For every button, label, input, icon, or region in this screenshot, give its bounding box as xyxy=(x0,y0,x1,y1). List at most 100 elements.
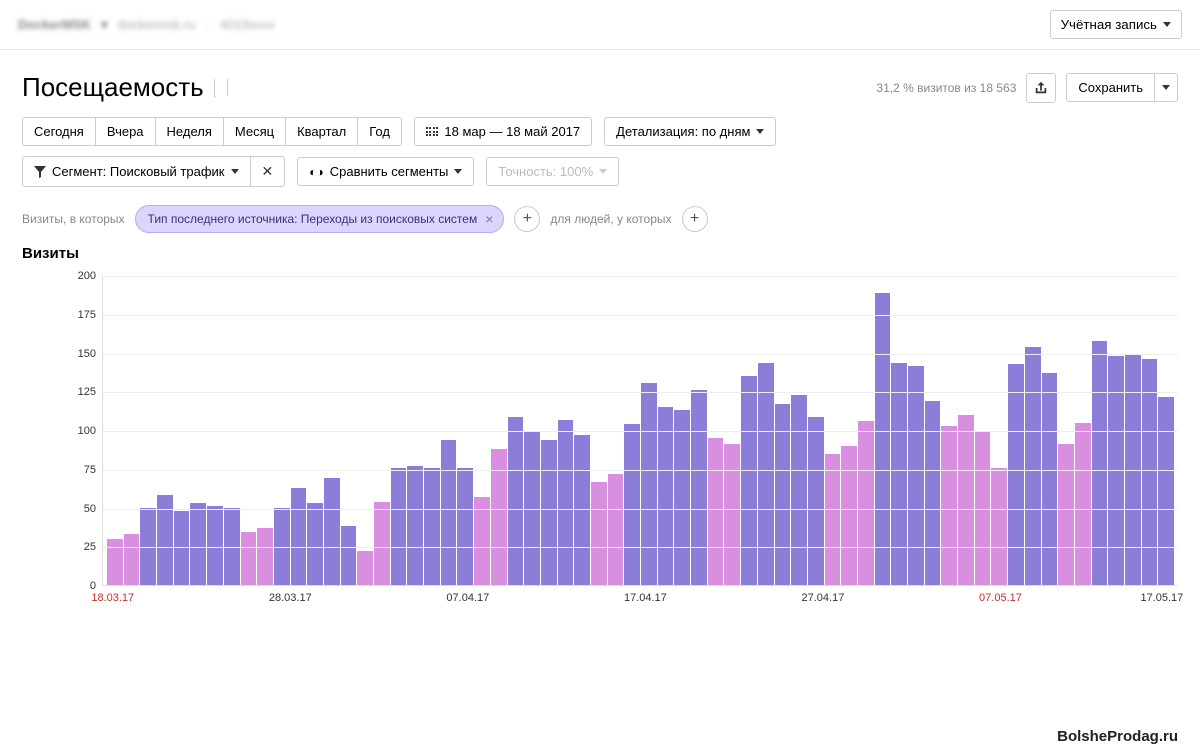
segment-clear-button[interactable]: ✕ xyxy=(250,156,286,187)
save-dropdown-button[interactable] xyxy=(1154,73,1178,102)
share-button[interactable] xyxy=(1026,73,1056,103)
calendar-icon xyxy=(426,127,439,136)
bar[interactable] xyxy=(858,421,874,585)
bar[interactable] xyxy=(1142,359,1158,585)
content: Посещаемость 31,2 % визитов из 18 563 Со… xyxy=(0,50,1200,614)
bar[interactable] xyxy=(1075,423,1091,585)
bar[interactable] xyxy=(891,363,907,585)
bar[interactable] xyxy=(574,435,590,585)
y-tick: 125 xyxy=(78,386,96,398)
bar[interactable] xyxy=(724,444,740,585)
breadcrumb: DockerMSK▾ dockermsk.ru · 4019xxxx xyxy=(18,17,275,33)
filter-pill[interactable]: Тип последнего источника: Переходы из по… xyxy=(135,205,505,233)
bar[interactable] xyxy=(841,446,857,585)
x-label: 27.04.17 xyxy=(801,592,844,604)
bar[interactable] xyxy=(374,502,390,585)
add-people-filter-button[interactable]: + xyxy=(682,206,708,232)
period-button-вчера[interactable]: Вчера xyxy=(95,117,155,146)
bar[interactable] xyxy=(1042,373,1058,585)
grid-line xyxy=(103,431,1178,432)
account-button[interactable]: Учётная запись xyxy=(1050,10,1182,39)
bar[interactable] xyxy=(808,417,824,585)
save-button-group: Сохранить xyxy=(1066,73,1178,102)
add-visit-filter-button[interactable]: + xyxy=(514,206,540,232)
filter-row: Визиты, в которых Тип последнего источни… xyxy=(22,205,1178,233)
segment-button[interactable]: Сегмент: Поисковый трафик xyxy=(22,156,250,187)
bar[interactable] xyxy=(925,401,941,585)
accuracy-button[interactable]: Точность: 100% xyxy=(486,157,619,186)
bar[interactable] xyxy=(357,551,373,585)
x-label: 18.03.17 xyxy=(91,592,134,604)
bar[interactable] xyxy=(1025,347,1041,585)
bar[interactable] xyxy=(257,528,273,585)
bar[interactable] xyxy=(908,366,924,585)
compare-icon: ◐◑ xyxy=(309,165,324,179)
bar[interactable] xyxy=(190,503,206,585)
bar[interactable] xyxy=(474,497,490,585)
bar[interactable] xyxy=(558,420,574,585)
x-label: 07.05.17 xyxy=(979,592,1022,604)
bookmark-icon[interactable] xyxy=(214,79,228,97)
stats-text: 31,2 % визитов из 18 563 xyxy=(876,81,1016,95)
page-title: Посещаемость xyxy=(22,72,204,103)
bar[interactable] xyxy=(391,468,407,585)
period-button-неделя[interactable]: Неделя xyxy=(155,117,223,146)
bar[interactable] xyxy=(1092,341,1108,585)
bar[interactable] xyxy=(741,376,757,585)
compare-segments-button[interactable]: ◐◑ Сравнить сегменты xyxy=(297,157,474,186)
bar[interactable] xyxy=(307,503,323,585)
period-button-месяц[interactable]: Месяц xyxy=(223,117,285,146)
period-button-квартал[interactable]: Квартал xyxy=(285,117,357,146)
bar[interactable] xyxy=(1008,364,1024,585)
bar[interactable] xyxy=(658,407,674,585)
bar[interactable] xyxy=(124,534,140,585)
bar[interactable] xyxy=(958,415,974,585)
compare-label: Сравнить сегменты xyxy=(330,164,449,179)
bar[interactable] xyxy=(241,532,257,585)
bar[interactable] xyxy=(591,482,607,586)
segment-group: Сегмент: Поисковый трафик ✕ xyxy=(22,156,285,187)
bar[interactable] xyxy=(708,438,724,585)
bar[interactable] xyxy=(641,383,657,585)
bar[interactable] xyxy=(941,426,957,585)
bar[interactable] xyxy=(324,478,340,585)
period-button-год[interactable]: Год xyxy=(357,117,402,146)
y-tick: 175 xyxy=(78,309,96,321)
period-button-сегодня[interactable]: Сегодня xyxy=(22,117,95,146)
chevron-down-icon xyxy=(599,169,607,174)
bar[interactable] xyxy=(875,293,891,585)
x-axis: 18.03.1728.03.1707.04.1717.04.1727.04.17… xyxy=(102,586,1178,604)
bar[interactable] xyxy=(608,474,624,585)
bar[interactable] xyxy=(407,466,423,585)
accuracy-label: Точность: 100% xyxy=(498,164,593,179)
bar[interactable] xyxy=(541,440,557,585)
bar[interactable] xyxy=(758,363,774,585)
bar[interactable] xyxy=(341,526,357,585)
bar[interactable] xyxy=(691,390,707,585)
detail-button[interactable]: Детализация: по дням xyxy=(604,117,776,146)
period-buttons: СегодняВчераНеделяМесяцКварталГод xyxy=(22,117,402,146)
bar[interactable] xyxy=(441,440,457,585)
bar[interactable] xyxy=(791,395,807,585)
chevron-down-icon xyxy=(231,169,239,174)
bar[interactable] xyxy=(291,488,307,585)
date-range-button[interactable]: 18 мар — 18 май 2017 xyxy=(414,117,592,146)
y-tick: 200 xyxy=(78,270,96,282)
bar[interactable] xyxy=(424,468,440,585)
chevron-down-icon xyxy=(756,129,764,134)
save-button[interactable]: Сохранить xyxy=(1066,73,1154,102)
bar[interactable] xyxy=(825,454,841,585)
bar[interactable] xyxy=(207,506,223,585)
bar[interactable] xyxy=(457,468,473,585)
bar[interactable] xyxy=(991,468,1007,585)
bar[interactable] xyxy=(508,417,524,585)
bar[interactable] xyxy=(674,410,690,585)
bar[interactable] xyxy=(1058,444,1074,585)
y-tick: 25 xyxy=(84,541,96,553)
close-icon[interactable]: × xyxy=(485,211,493,227)
site-name[interactable]: DockerMSK xyxy=(18,17,91,32)
bar[interactable] xyxy=(107,539,123,585)
segment-toolbar: Сегмент: Поисковый трафик ✕ ◐◑ Сравнить … xyxy=(22,156,1178,187)
bar[interactable] xyxy=(1158,397,1174,585)
bar[interactable] xyxy=(624,424,640,585)
